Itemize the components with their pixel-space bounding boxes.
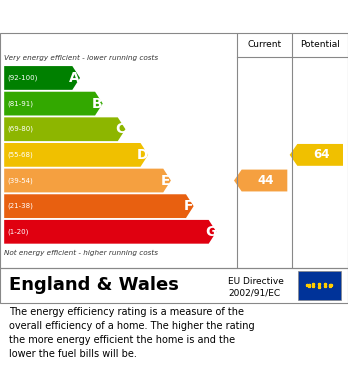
Polygon shape: [4, 92, 103, 115]
Polygon shape: [4, 194, 193, 218]
Polygon shape: [290, 144, 343, 166]
Text: Not energy efficient - higher running costs: Not energy efficient - higher running co…: [4, 250, 158, 256]
Polygon shape: [4, 220, 216, 244]
Text: C: C: [115, 122, 125, 136]
Text: A: A: [69, 71, 80, 85]
Text: F: F: [183, 199, 193, 213]
Text: Very energy efficient - lower running costs: Very energy efficient - lower running co…: [4, 55, 158, 61]
Text: (55-68): (55-68): [7, 152, 33, 158]
Text: Energy Efficiency Rating: Energy Efficiency Rating: [9, 9, 230, 24]
Text: G: G: [205, 225, 217, 239]
Text: (69-80): (69-80): [7, 126, 33, 133]
Polygon shape: [4, 143, 148, 167]
Polygon shape: [4, 169, 171, 192]
Bar: [298, 271, 341, 300]
Text: E: E: [161, 174, 170, 188]
Text: (39-54): (39-54): [7, 177, 33, 184]
Text: EU Directive: EU Directive: [228, 277, 284, 286]
Text: B: B: [92, 97, 103, 111]
Text: (81-91): (81-91): [7, 100, 33, 107]
Text: D: D: [137, 148, 149, 162]
Text: 44: 44: [258, 174, 274, 187]
Text: 64: 64: [314, 148, 330, 161]
Polygon shape: [234, 170, 287, 192]
Polygon shape: [4, 66, 80, 90]
Text: Potential: Potential: [300, 40, 340, 50]
Text: 2002/91/EC: 2002/91/EC: [228, 289, 280, 298]
Text: (1-20): (1-20): [7, 229, 28, 235]
Polygon shape: [4, 117, 126, 141]
Text: (92-100): (92-100): [7, 75, 37, 81]
Text: England & Wales: England & Wales: [9, 276, 179, 294]
Text: The energy efficiency rating is a measure of the
overall efficiency of a home. T: The energy efficiency rating is a measur…: [9, 307, 254, 359]
Text: (21-38): (21-38): [7, 203, 33, 210]
Text: Current: Current: [247, 40, 282, 50]
